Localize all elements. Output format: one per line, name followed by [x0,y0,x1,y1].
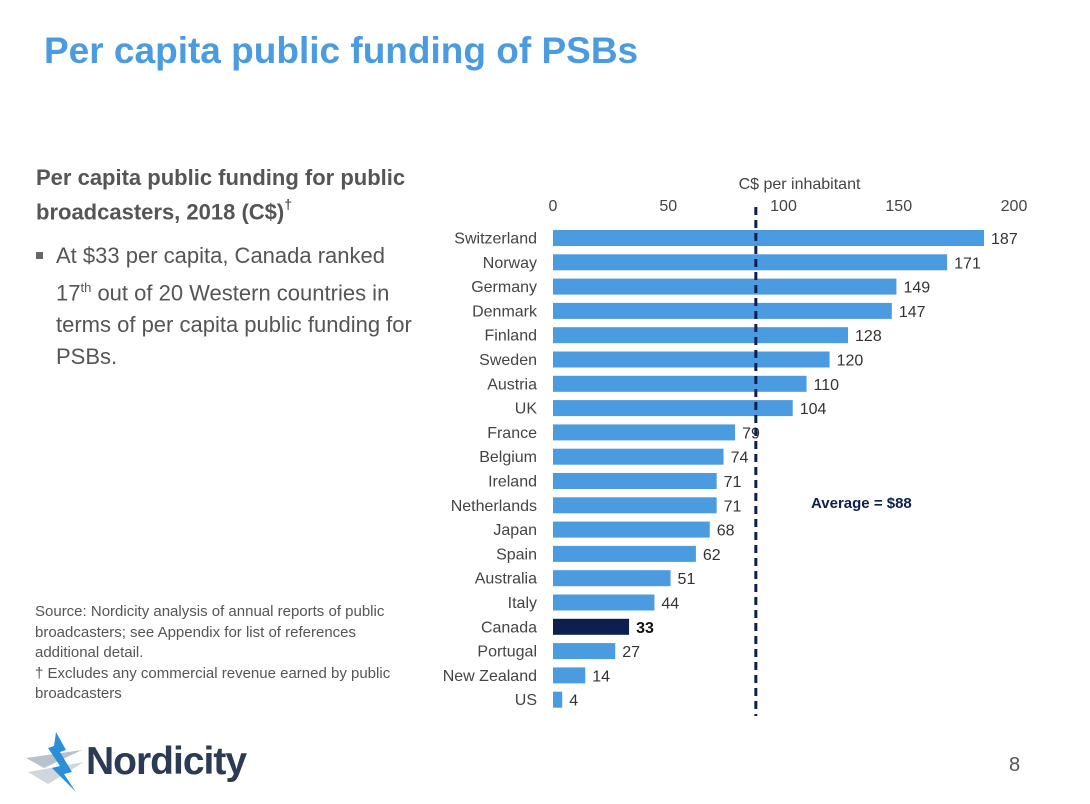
bar-sweden [553,351,830,368]
bar-norway [553,254,948,271]
value-label: 120 [837,353,864,370]
category-label: Austria [487,376,537,393]
value-label: 187 [991,231,1018,248]
value-label: 27 [622,644,640,661]
tick-label: 50 [659,198,677,215]
bullet-text-part1: At $33 per capita, Canada ranked 17 [56,243,386,306]
value-label: 110 [814,377,840,394]
value-label: 147 [899,304,926,321]
page-number: 8 [1009,754,1021,776]
bar-finland [553,327,849,344]
category-label: Canada [481,619,537,636]
key-finding-bullet: At $33 per capita, Canada ranked 17th ou… [36,240,426,373]
category-label: Germany [471,279,537,296]
value-label: 128 [855,328,882,345]
bar-spain [553,545,696,562]
chart-subtitle-text: Per capita public funding for public bro… [36,165,406,225]
value-label: 62 [703,547,721,564]
value-label: 68 [717,523,735,540]
category-label: Italy [508,595,537,612]
category-label: Switzerland [454,231,537,248]
bar-austria [553,375,807,392]
bar-belgium [553,448,724,465]
category-label: Sweden [479,352,537,369]
bullet-text: At $33 per capita, Canada ranked 17th ou… [56,240,426,373]
source-note: Source: Nordicity analysis of annual rep… [35,602,415,705]
bar-portugal [553,643,616,660]
bar-australia [553,570,671,587]
value-label: 4 [569,693,578,710]
nordicity-logo-icon [26,732,84,792]
value-label: 71 [724,474,742,491]
value-label: 104 [800,401,827,418]
category-label: New Zealand [443,668,537,685]
value-label: 14 [592,668,610,685]
slide-title: Per capita public funding of PSBs [44,30,639,71]
tick-label: 200 [1001,198,1028,215]
bar-germany [553,278,897,295]
value-label: 149 [903,280,930,297]
bar-italy [553,594,655,611]
value-label: 51 [678,571,696,588]
category-label: Denmark [472,303,538,320]
category-label: Norway [483,255,537,272]
category-label: UK [515,401,538,418]
bullet-square-icon [36,252,43,259]
category-label: Ireland [488,474,537,491]
category-label: US [515,692,537,709]
bar-france [553,424,736,441]
source-text: Source: Nordicity analysis of annual rep… [35,603,385,661]
value-label: 171 [954,255,981,272]
tick-label: 150 [885,198,912,215]
chart-subtitle: Per capita public funding for public bro… [36,163,436,226]
bar-ireland [553,473,717,489]
category-label: France [487,425,537,442]
tick-label: 100 [770,198,797,215]
footnote-text: † Excludes any commercial revenue earned… [35,664,391,703]
logo-wordmark: Nordicity [86,740,247,783]
axis-title: C$ per inhabitant [739,176,861,193]
category-label: Belgium [479,449,537,466]
average-label: Average = $88 [811,495,912,512]
bar-uk [553,400,793,417]
bar-new-zealand [553,667,586,684]
value-label: 44 [661,596,679,613]
dagger-mark: † [284,196,293,212]
ordinal-suffix: th [80,280,92,295]
bar-us [553,691,563,708]
category-label: Japan [493,522,537,539]
tick-label: 0 [549,198,558,215]
bullet-text-part2: out of 20 Western countries in terms of … [56,280,412,370]
category-label: Australia [475,571,537,588]
value-label: 74 [731,450,749,467]
bar-canada [553,618,630,635]
category-label: Netherlands [451,498,537,515]
category-label: Portugal [477,644,537,661]
value-label: 71 [724,498,742,515]
category-label: Finland [485,328,537,345]
bar-japan [553,521,710,538]
bar-switzerland [553,230,985,246]
bar-netherlands [553,497,717,514]
value-label: 33 [636,620,654,637]
bar-denmark [553,302,892,319]
category-label: Spain [496,546,537,563]
